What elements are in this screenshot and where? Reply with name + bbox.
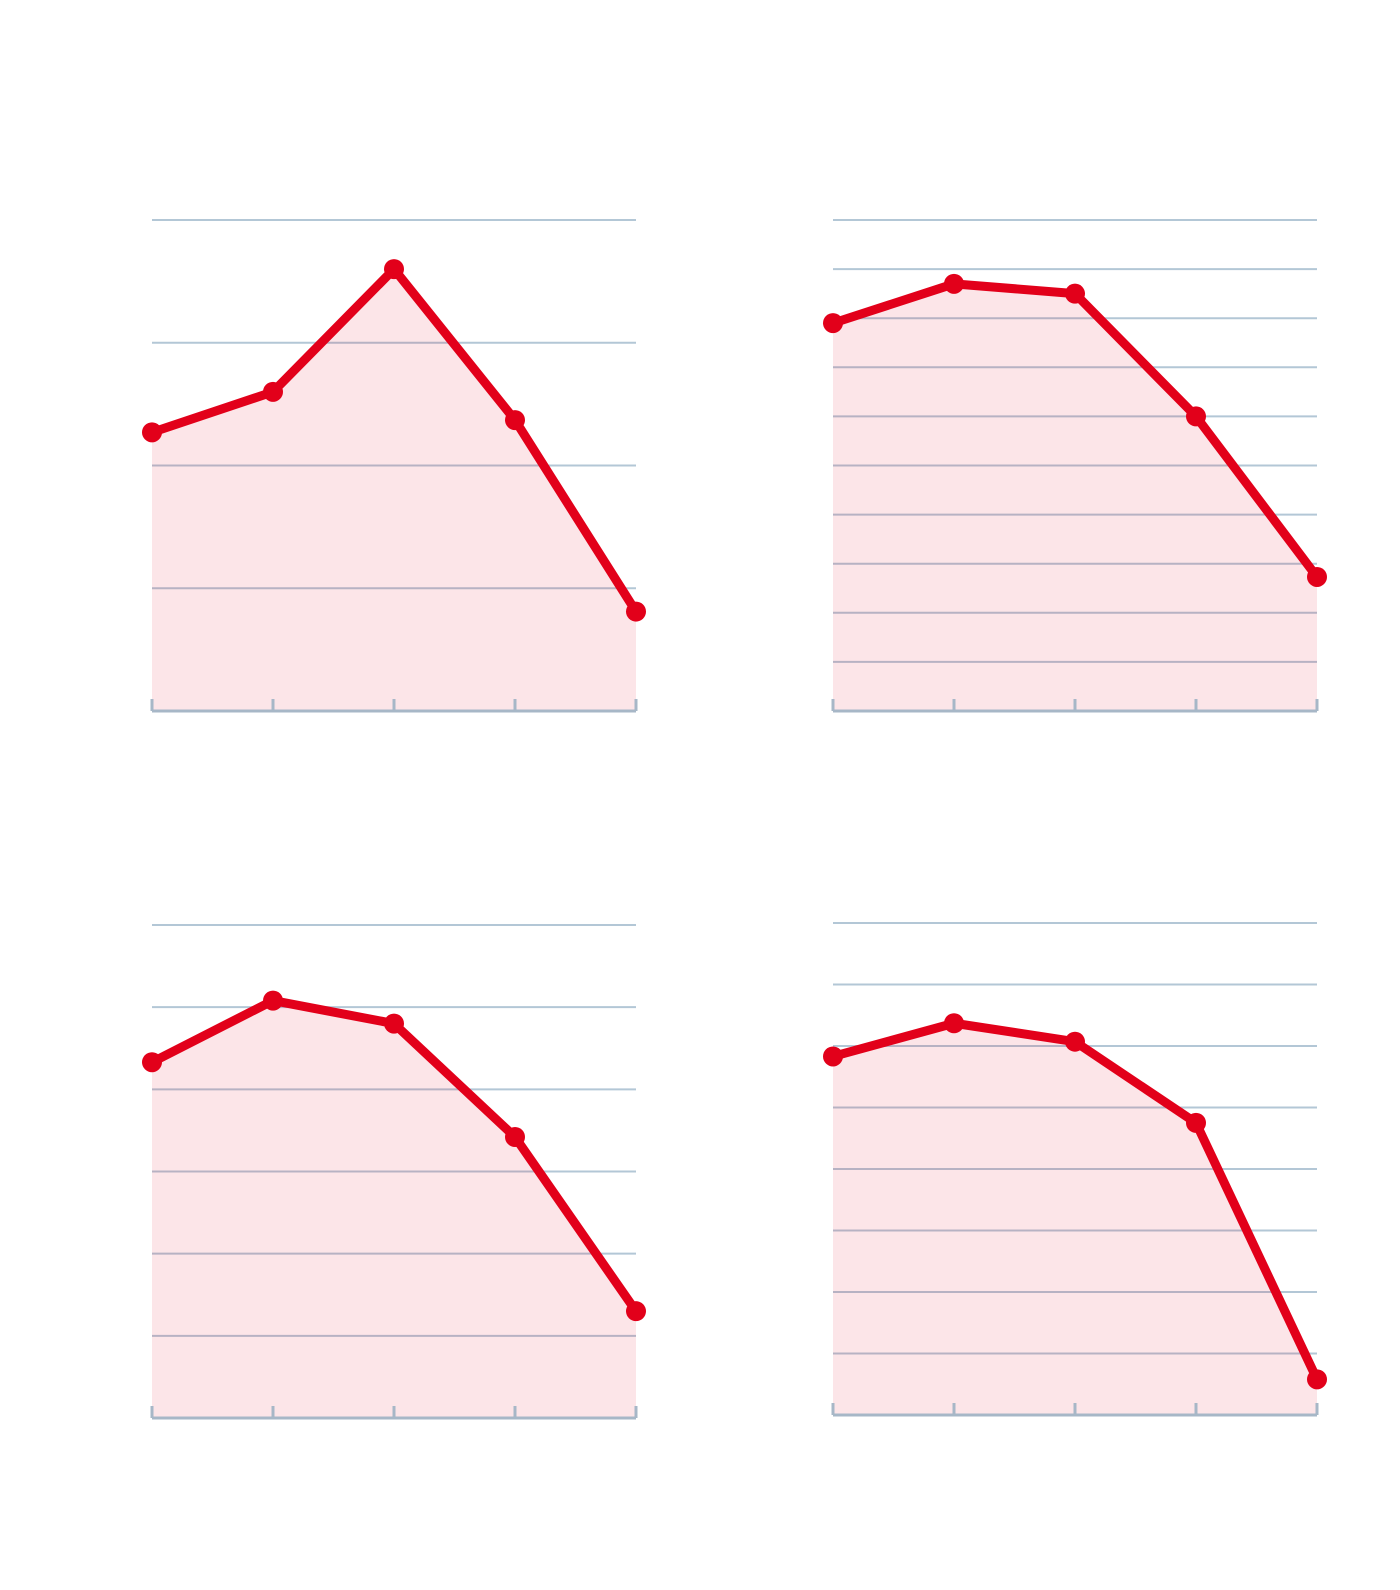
chart-panel-2 bbox=[823, 219, 1327, 713]
chart-panel-1 bbox=[142, 219, 646, 713]
data-point bbox=[1307, 1369, 1327, 1390]
data-point bbox=[505, 1126, 525, 1147]
data-point bbox=[384, 1013, 404, 1034]
data-point bbox=[1307, 566, 1327, 587]
data-point bbox=[626, 1301, 646, 1322]
data-point bbox=[263, 990, 283, 1011]
chart-panel-3 bbox=[142, 924, 646, 1420]
data-point bbox=[142, 1052, 162, 1073]
data-point bbox=[1065, 1031, 1085, 1052]
data-point bbox=[823, 313, 843, 334]
series-area bbox=[833, 283, 1317, 711]
series-area bbox=[152, 269, 636, 711]
data-point bbox=[944, 273, 964, 294]
series-area bbox=[152, 1000, 636, 1418]
data-point bbox=[384, 259, 404, 280]
data-point bbox=[944, 1013, 964, 1034]
data-point bbox=[1065, 283, 1085, 304]
data-point bbox=[823, 1046, 843, 1067]
data-point bbox=[1186, 406, 1206, 427]
data-point bbox=[626, 601, 646, 622]
data-point bbox=[1186, 1112, 1206, 1133]
data-point bbox=[505, 410, 525, 431]
data-point bbox=[263, 381, 283, 402]
data-point bbox=[142, 422, 162, 443]
chart-panel-4 bbox=[823, 922, 1327, 1417]
series-area bbox=[833, 1023, 1317, 1415]
